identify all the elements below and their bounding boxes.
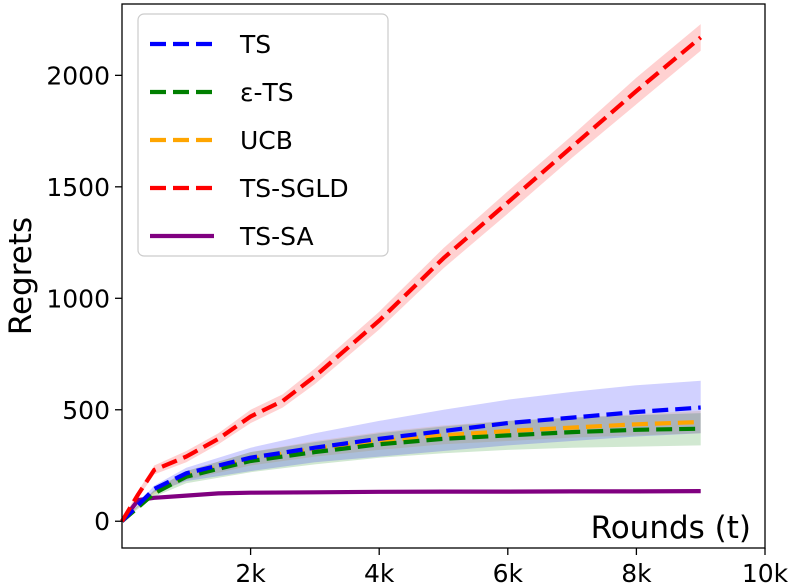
band-epsilon-ts: [122, 413, 701, 522]
legend-label-ts-sa: TS-SA: [239, 222, 314, 251]
series-line-ts: [120, 405, 701, 523]
x-axis-ticks: 2k 4k 6k 8k 10k: [235, 548, 789, 586]
legend-box: [137, 13, 389, 257]
series-line-epsilon-ts: [120, 426, 701, 523]
series-line-ts-sa: [120, 489, 701, 523]
legend: TS ε-TS UCB TS-SGLD TS-SA: [137, 13, 389, 257]
x-axis-label: Rounds (t): [591, 510, 751, 546]
x-tick-label: 8k: [621, 559, 652, 586]
x-tick-label: 2k: [235, 559, 266, 586]
series-line-ts-sgld: [120, 35, 703, 523]
x-tick-label: 10k: [742, 559, 789, 586]
y-tick-label: 500: [62, 396, 110, 425]
legend-label-ts: TS: [239, 30, 271, 59]
y-tick-label: 0: [94, 507, 110, 536]
series-lines: [120, 35, 703, 523]
x-tick-label: 4k: [364, 559, 395, 586]
y-axis-ticks: 0 500 1000 1500 2000: [46, 61, 122, 536]
legend-label-ts-sgld: TS-SGLD: [239, 174, 349, 203]
y-tick-label: 1500: [46, 173, 110, 202]
plot-frame: [121, 3, 766, 549]
series-line-ucb: [120, 419, 701, 523]
y-tick-label: 2000: [46, 61, 110, 90]
y-axis-label: Regrets: [3, 217, 39, 335]
legend-label-ucb: UCB: [240, 126, 293, 155]
band-ts-sgld: [122, 24, 701, 522]
band-ts: [122, 380, 701, 522]
y-tick-label: 1000: [46, 284, 110, 313]
x-tick-label: 6k: [493, 559, 524, 586]
legend-label-epsilon-ts: ε-TS: [240, 78, 294, 107]
